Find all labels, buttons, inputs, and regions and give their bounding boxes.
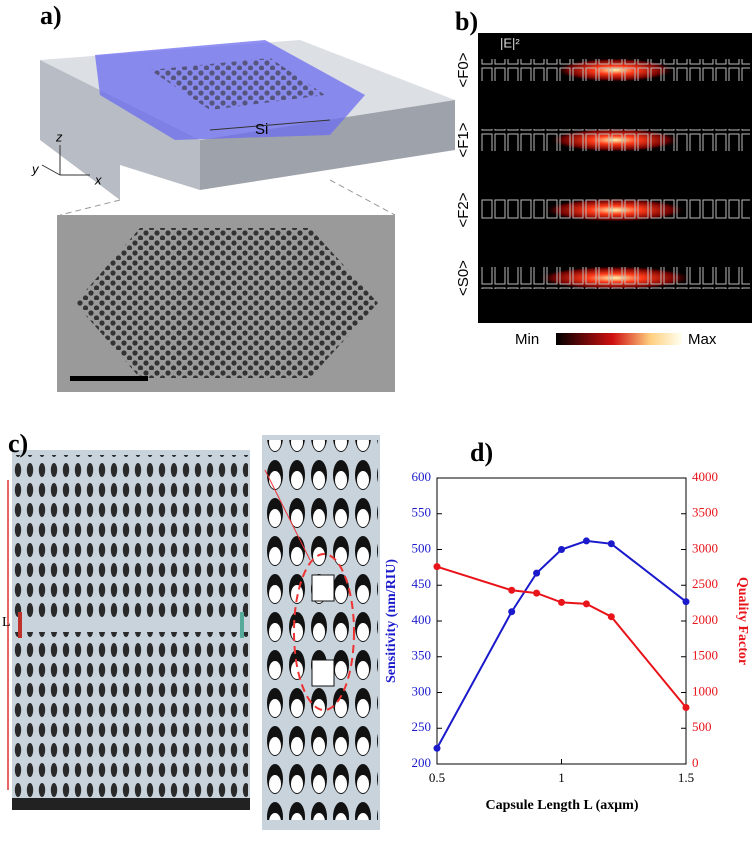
- y2-tick-label: 0: [692, 755, 699, 770]
- y-tick-label: 350: [412, 648, 432, 663]
- axis-y-label: y: [31, 161, 40, 176]
- capsule: [311, 659, 335, 687]
- y2-tick-label: 3500: [692, 505, 718, 520]
- cavity-marker: [18, 612, 22, 638]
- zoom-holes: [264, 440, 378, 820]
- data-point: [582, 537, 590, 545]
- mode-label: <S0>: [455, 260, 472, 296]
- y2-tick-label: 1000: [692, 683, 718, 698]
- data-point: [508, 608, 516, 616]
- slab-front: [200, 100, 455, 190]
- panel-d: d) Capsule Length L (axμm) Sensitivity (…: [384, 438, 750, 813]
- data-point: [682, 704, 690, 712]
- field-label: |E|²: [500, 35, 520, 50]
- y-tick-label: 550: [412, 505, 432, 520]
- y-tick-label: 450: [412, 576, 432, 591]
- mode-label: <F0>: [455, 52, 472, 87]
- sem-holes: [75, 228, 378, 378]
- mode-cells: [480, 59, 750, 81]
- zoom-line: [329, 179, 396, 216]
- panel-label: d): [470, 438, 493, 467]
- data-point: [433, 563, 441, 571]
- x-tick-label: 0.5: [429, 770, 445, 785]
- y2-tick-label: 3000: [692, 540, 718, 555]
- y-tick-label: 600: [412, 469, 432, 484]
- axis-y: [41, 164, 61, 176]
- data-point: [433, 744, 441, 752]
- y-tick-label: 400: [412, 612, 432, 627]
- data-point: [607, 613, 615, 621]
- length-label: L: [2, 615, 11, 630]
- highlight-ring: [293, 553, 355, 711]
- cavity-marker: [240, 612, 244, 638]
- data-point: [533, 589, 541, 597]
- x-axis-label: Capsule Length L (axμm): [485, 798, 638, 813]
- series-line: [436, 565, 687, 709]
- data-point: [582, 600, 590, 608]
- mode-cells: [480, 267, 750, 289]
- panel-label: b): [455, 7, 478, 36]
- y2-axis-label: Quality Factor: [735, 577, 750, 665]
- data-point: [533, 569, 541, 577]
- mode-cells: [480, 199, 750, 221]
- si-label: Si: [255, 121, 268, 138]
- y2-tick-label: 4000: [692, 469, 718, 484]
- colorbar: [556, 333, 682, 345]
- plot-frame: [436, 477, 687, 765]
- mode-cells: [480, 129, 750, 151]
- y-tick-label: 200: [412, 755, 432, 770]
- capsule: [311, 574, 335, 602]
- data-point: [558, 598, 565, 606]
- y-tick-label: 250: [412, 719, 432, 734]
- y2-tick-label: 2000: [692, 612, 718, 627]
- panel-c: L c): [2, 429, 380, 830]
- slab-side: [40, 60, 200, 200]
- zoom-arrow: [264, 469, 311, 561]
- data-point: [607, 540, 615, 548]
- y2-tick-label: 500: [692, 719, 712, 734]
- y-tick-label: 300: [412, 683, 432, 698]
- y2-tick-label: 2500: [692, 576, 718, 591]
- x-tick-label: 1: [558, 770, 565, 785]
- y-axis-label: Sensitivity (nm/RIU): [384, 559, 399, 683]
- colorbar-min: Min: [515, 331, 539, 348]
- y-tick-label: 500: [412, 540, 432, 555]
- scale-bar: [70, 376, 148, 381]
- panel-label: c): [8, 429, 28, 458]
- y2-tick-label: 1500: [692, 648, 718, 663]
- axis-x-label: x: [94, 172, 102, 187]
- x-tick-label: 1.5: [678, 770, 694, 785]
- panel-label: a): [40, 1, 62, 30]
- array-edge: [12, 798, 250, 810]
- mode-label: <F1>: [455, 122, 472, 157]
- hole-array: [150, 58, 325, 110]
- defect-line: [12, 618, 250, 632]
- series-line: [436, 539, 687, 749]
- mode-label: <F2>: [455, 192, 472, 227]
- data-point: [682, 598, 690, 606]
- panel-a: Si x y z a): [31, 1, 455, 392]
- data-point: [558, 546, 565, 553]
- data-point: [508, 586, 516, 594]
- panel-b: |E|² <F0> <F1> <F2> <S0> Min Max b): [455, 7, 752, 348]
- si-arrow: [209, 119, 331, 131]
- axis-z-label: z: [55, 129, 63, 144]
- zoom-line: [59, 199, 121, 216]
- colorbar-max: Max: [688, 331, 717, 348]
